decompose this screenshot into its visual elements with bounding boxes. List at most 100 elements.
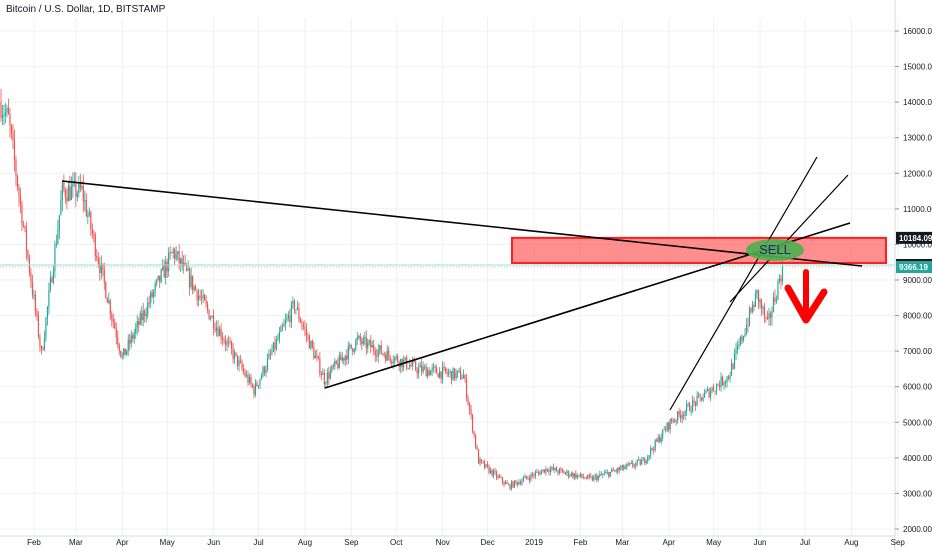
y-tick-label: 5000.00	[903, 418, 932, 427]
candle-body	[488, 466, 490, 473]
candle-body	[93, 233, 95, 236]
candle-body	[729, 375, 731, 379]
candle-body	[489, 469, 492, 473]
price-tag-label: 10184.09	[899, 234, 932, 243]
candle-body	[250, 377, 252, 384]
candle-body	[554, 467, 556, 470]
candle-body	[683, 415, 685, 416]
candle-body	[274, 342, 276, 349]
candle-body	[751, 304, 754, 312]
candle-body	[30, 272, 32, 283]
candle-body	[464, 375, 466, 380]
candle-body	[762, 307, 764, 309]
candle-body	[564, 472, 566, 474]
candle-body	[775, 299, 778, 302]
candle-body	[123, 348, 125, 356]
candle-body	[703, 392, 706, 398]
price-tag-label: 9366.19	[899, 263, 928, 272]
candle-body	[245, 374, 248, 377]
candle-body	[486, 464, 489, 467]
candle-body	[602, 474, 604, 476]
candle-body	[157, 275, 159, 280]
candle-body	[42, 349, 44, 350]
candle-body	[66, 197, 68, 202]
candle-body	[211, 316, 213, 318]
candle-body	[69, 186, 71, 200]
candle-body	[627, 464, 629, 465]
candle-body	[48, 290, 50, 307]
candle-body	[102, 263, 104, 270]
x-tick-label: Feb	[27, 538, 41, 547]
candle-body	[299, 319, 301, 323]
candle-body	[474, 435, 477, 447]
price-tag: 10184.09	[896, 231, 932, 244]
candle-body	[165, 261, 167, 278]
candle-body	[356, 337, 358, 341]
candle-body	[284, 320, 287, 325]
candle-body	[717, 384, 719, 386]
candle-body	[355, 340, 357, 350]
candle-body	[455, 372, 457, 379]
candle-body	[31, 282, 34, 295]
candle-body	[766, 317, 769, 319]
candle-body	[63, 182, 65, 190]
x-tick-label: May	[160, 538, 175, 547]
candle-body	[314, 355, 316, 359]
candle-body	[117, 337, 119, 345]
candle-body	[570, 473, 572, 476]
resistance-zone	[511, 236, 887, 265]
candle-body	[415, 361, 417, 370]
candle-body	[308, 336, 310, 349]
candle-body	[600, 474, 602, 476]
candle-body	[39, 336, 41, 346]
y-tick-label: 16000.00	[903, 27, 932, 36]
candle-body	[151, 292, 153, 297]
candle-body	[468, 404, 471, 410]
candle-body	[539, 472, 541, 475]
candle-body	[424, 366, 426, 368]
candle-body	[287, 315, 290, 319]
candle-body	[105, 281, 107, 298]
candle-body	[699, 394, 701, 397]
x-tick-label: Nov	[436, 538, 450, 547]
candle-body	[99, 263, 101, 274]
candle-body	[317, 356, 319, 359]
candle-body	[136, 321, 138, 328]
candle-body	[769, 313, 772, 318]
candle-body	[582, 476, 584, 478]
candle-body	[686, 404, 688, 412]
candle-body	[721, 376, 724, 385]
candle-body	[160, 269, 162, 282]
candle-body	[180, 258, 182, 264]
candle-body	[385, 355, 387, 361]
candle-body	[624, 467, 626, 469]
candle-body	[127, 339, 129, 351]
candle-body	[100, 263, 102, 274]
candle-body	[61, 182, 63, 201]
candle-body	[434, 366, 436, 368]
candle-body	[483, 462, 486, 468]
fan-trendline	[729, 174, 849, 303]
candle-body	[343, 357, 345, 361]
candle-body	[635, 463, 637, 467]
candle-body	[226, 341, 228, 345]
candle-body	[325, 383, 327, 385]
candle-body	[248, 377, 251, 383]
candle-body	[397, 356, 399, 363]
candle-body	[67, 186, 69, 202]
candle-body	[334, 360, 336, 367]
candle-body	[498, 475, 501, 478]
candle-body	[696, 395, 698, 406]
candle-body	[759, 299, 761, 303]
candle-body	[629, 463, 631, 465]
candle-body	[368, 340, 370, 343]
candle-body	[536, 471, 538, 473]
candle-body	[0, 101, 2, 118]
x-tick-label: Apr	[116, 538, 129, 547]
candle-body	[588, 475, 590, 477]
candle-body	[724, 382, 727, 384]
candle-body	[633, 466, 635, 467]
candle-body	[573, 473, 575, 478]
candle-body	[596, 475, 598, 481]
